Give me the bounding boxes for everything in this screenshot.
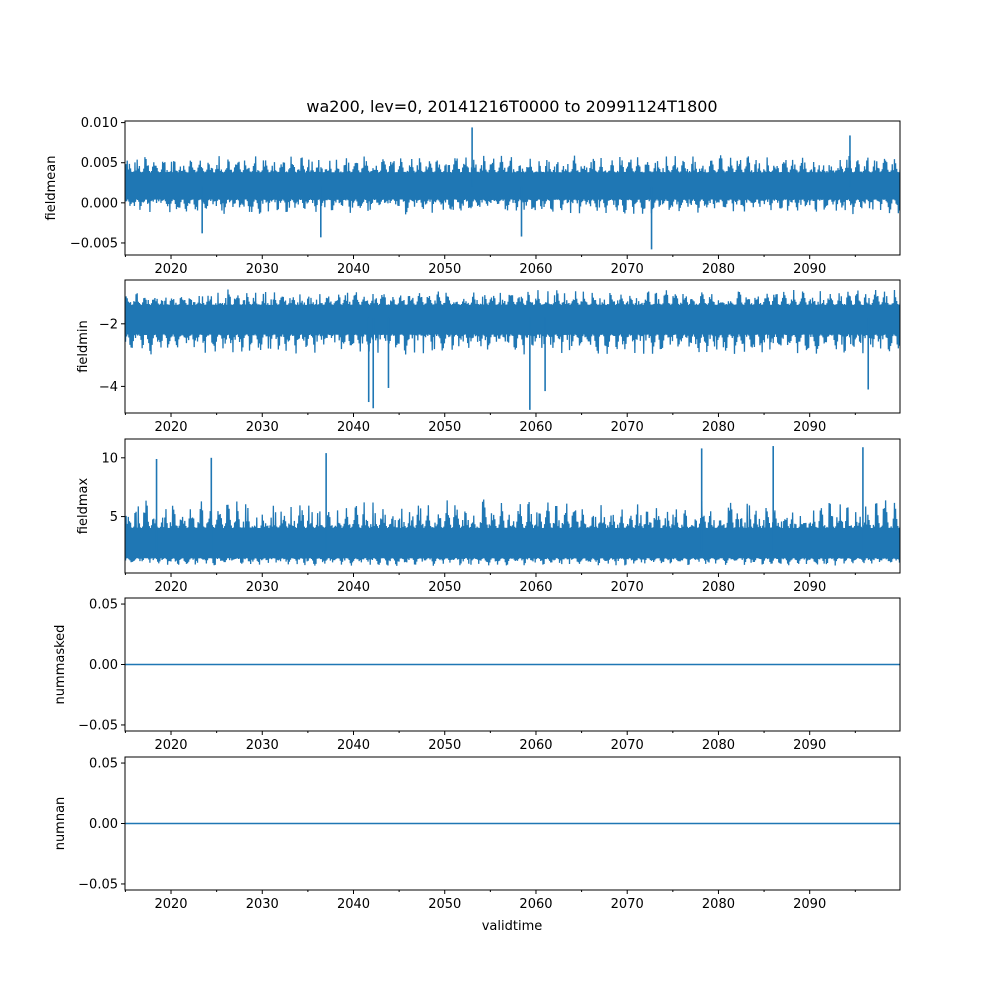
ytick-label-numnan-1: 0.00 [89,817,118,832]
series-line-fieldmean [125,155,900,215]
xtick-label-numnan-0: 2020 [154,897,187,912]
panel-fieldmean: −0.005 0.000 0.005 0.010 2020 2030 2040 2050 206… [44,116,901,277]
xtick-label-nummasked-0: 2020 [154,738,187,753]
xtick-label-fieldmean-6: 2080 [702,262,735,277]
xtick-label-numnan-6: 2080 [702,897,735,912]
xtick-label-fieldmean-1: 2030 [246,262,279,277]
axes-frame-fieldmean [124,120,901,256]
y-axis-label-numnan: numnan [53,797,68,851]
xtick-label-fieldmax-2: 2040 [337,580,370,595]
xtick-label-fieldmin-6: 2080 [702,420,735,435]
panel-nummasked: −0.05 0.00 0.05 2020 2030 2040 2050 2060 2070 208… [53,597,901,753]
xtick-label-fieldmean-3: 2050 [428,262,461,277]
series-line-fieldmin [125,289,900,355]
ytick-label-nummasked-1: 0.00 [89,658,118,673]
xtick-label-numnan-3: 2050 [428,897,461,912]
xtick-label-nummasked-7: 2090 [793,738,826,753]
xtick-label-fieldmax-3: 2050 [428,580,461,595]
ytick-label-nummasked-0: −0.05 [78,718,118,733]
xtick-label-nummasked-3: 2050 [428,738,461,753]
ytick-label-fieldmean-0: −0.005 [70,236,118,251]
ytick-label-numnan-0: −0.05 [78,877,118,892]
axes-frame-fieldmin [124,279,901,414]
ytick-label-fieldmin-1: −2 [99,317,118,332]
xtick-label-fieldmin-7: 2090 [793,420,826,435]
xtick-label-fieldmax-7: 2090 [793,580,826,595]
ytick-label-fieldmax-1: 10 [101,451,118,466]
xtick-label-fieldmax-4: 2060 [519,580,552,595]
xtick-label-numnan-1: 2030 [246,897,279,912]
panel-fieldmax: 5 10 2020 2030 2040 2050 2060 2070 2080 2090 field… [76,438,901,595]
y-axis-label-fieldmean: fieldmean [44,156,59,221]
xtick-label-numnan-5: 2070 [611,897,644,912]
y-axis-label-nummasked: nummasked [53,625,68,705]
xtick-label-fieldmax-1: 2030 [246,580,279,595]
ytick-label-fieldmin-0: −4 [99,380,118,395]
y-axis-label-fieldmin: fieldmin [76,320,91,373]
xtick-label-fieldmin-2: 2040 [337,420,370,435]
panel-numnan: −0.05 0.00 0.05 2020 2030 2040 2050 2060 2070 208… [53,756,901,912]
xtick-label-nummasked-5: 2070 [611,738,644,753]
xtick-label-fieldmin-0: 2020 [154,420,187,435]
panel-fieldmin: −4 −2 2020 2030 2040 2050 2060 2070 2080 2090 fiel… [76,279,901,435]
axes-frame-fieldmax [124,438,901,574]
xtick-label-fieldmin-1: 2030 [246,420,279,435]
x-axis-label: validtime [482,919,543,934]
xtick-label-nummasked-1: 2030 [246,738,279,753]
xtick-label-fieldmin-5: 2070 [611,420,644,435]
ytick-label-numnan-2: 0.05 [89,757,118,772]
xtick-label-fieldmin-4: 2060 [519,420,552,435]
chart-title: wa200, lev=0, 20141216T0000 to 20991124T… [306,97,717,116]
xtick-label-fieldmin-3: 2050 [428,420,461,435]
y-axis-label-fieldmax: fieldmax [76,478,91,535]
xtick-label-fieldmax-5: 2070 [611,580,644,595]
xtick-label-fieldmean-2: 2040 [337,262,370,277]
ytick-label-fieldmax-0: 5 [110,510,118,525]
xtick-label-numnan-2: 2040 [337,897,370,912]
xtick-label-nummasked-4: 2060 [519,738,552,753]
xtick-label-nummasked-6: 2080 [702,738,735,753]
ytick-label-fieldmean-1: 0.000 [81,196,118,211]
xtick-label-fieldmax-0: 2020 [154,580,187,595]
series-line-fieldmax [125,499,900,566]
xtick-label-numnan-7: 2090 [793,897,826,912]
ytick-label-nummasked-2: 0.05 [89,598,118,613]
xtick-label-numnan-4: 2060 [519,897,552,912]
ytick-label-fieldmean-2: 0.005 [81,156,118,171]
xtick-label-fieldmean-0: 2020 [154,262,187,277]
xtick-label-fieldmean-4: 2060 [519,262,552,277]
xtick-label-fieldmean-7: 2090 [793,262,826,277]
ytick-label-fieldmean-3: 0.010 [81,116,118,131]
xtick-label-fieldmean-5: 2070 [611,262,644,277]
xtick-label-nummasked-2: 2040 [337,738,370,753]
xtick-label-fieldmax-6: 2080 [702,580,735,595]
